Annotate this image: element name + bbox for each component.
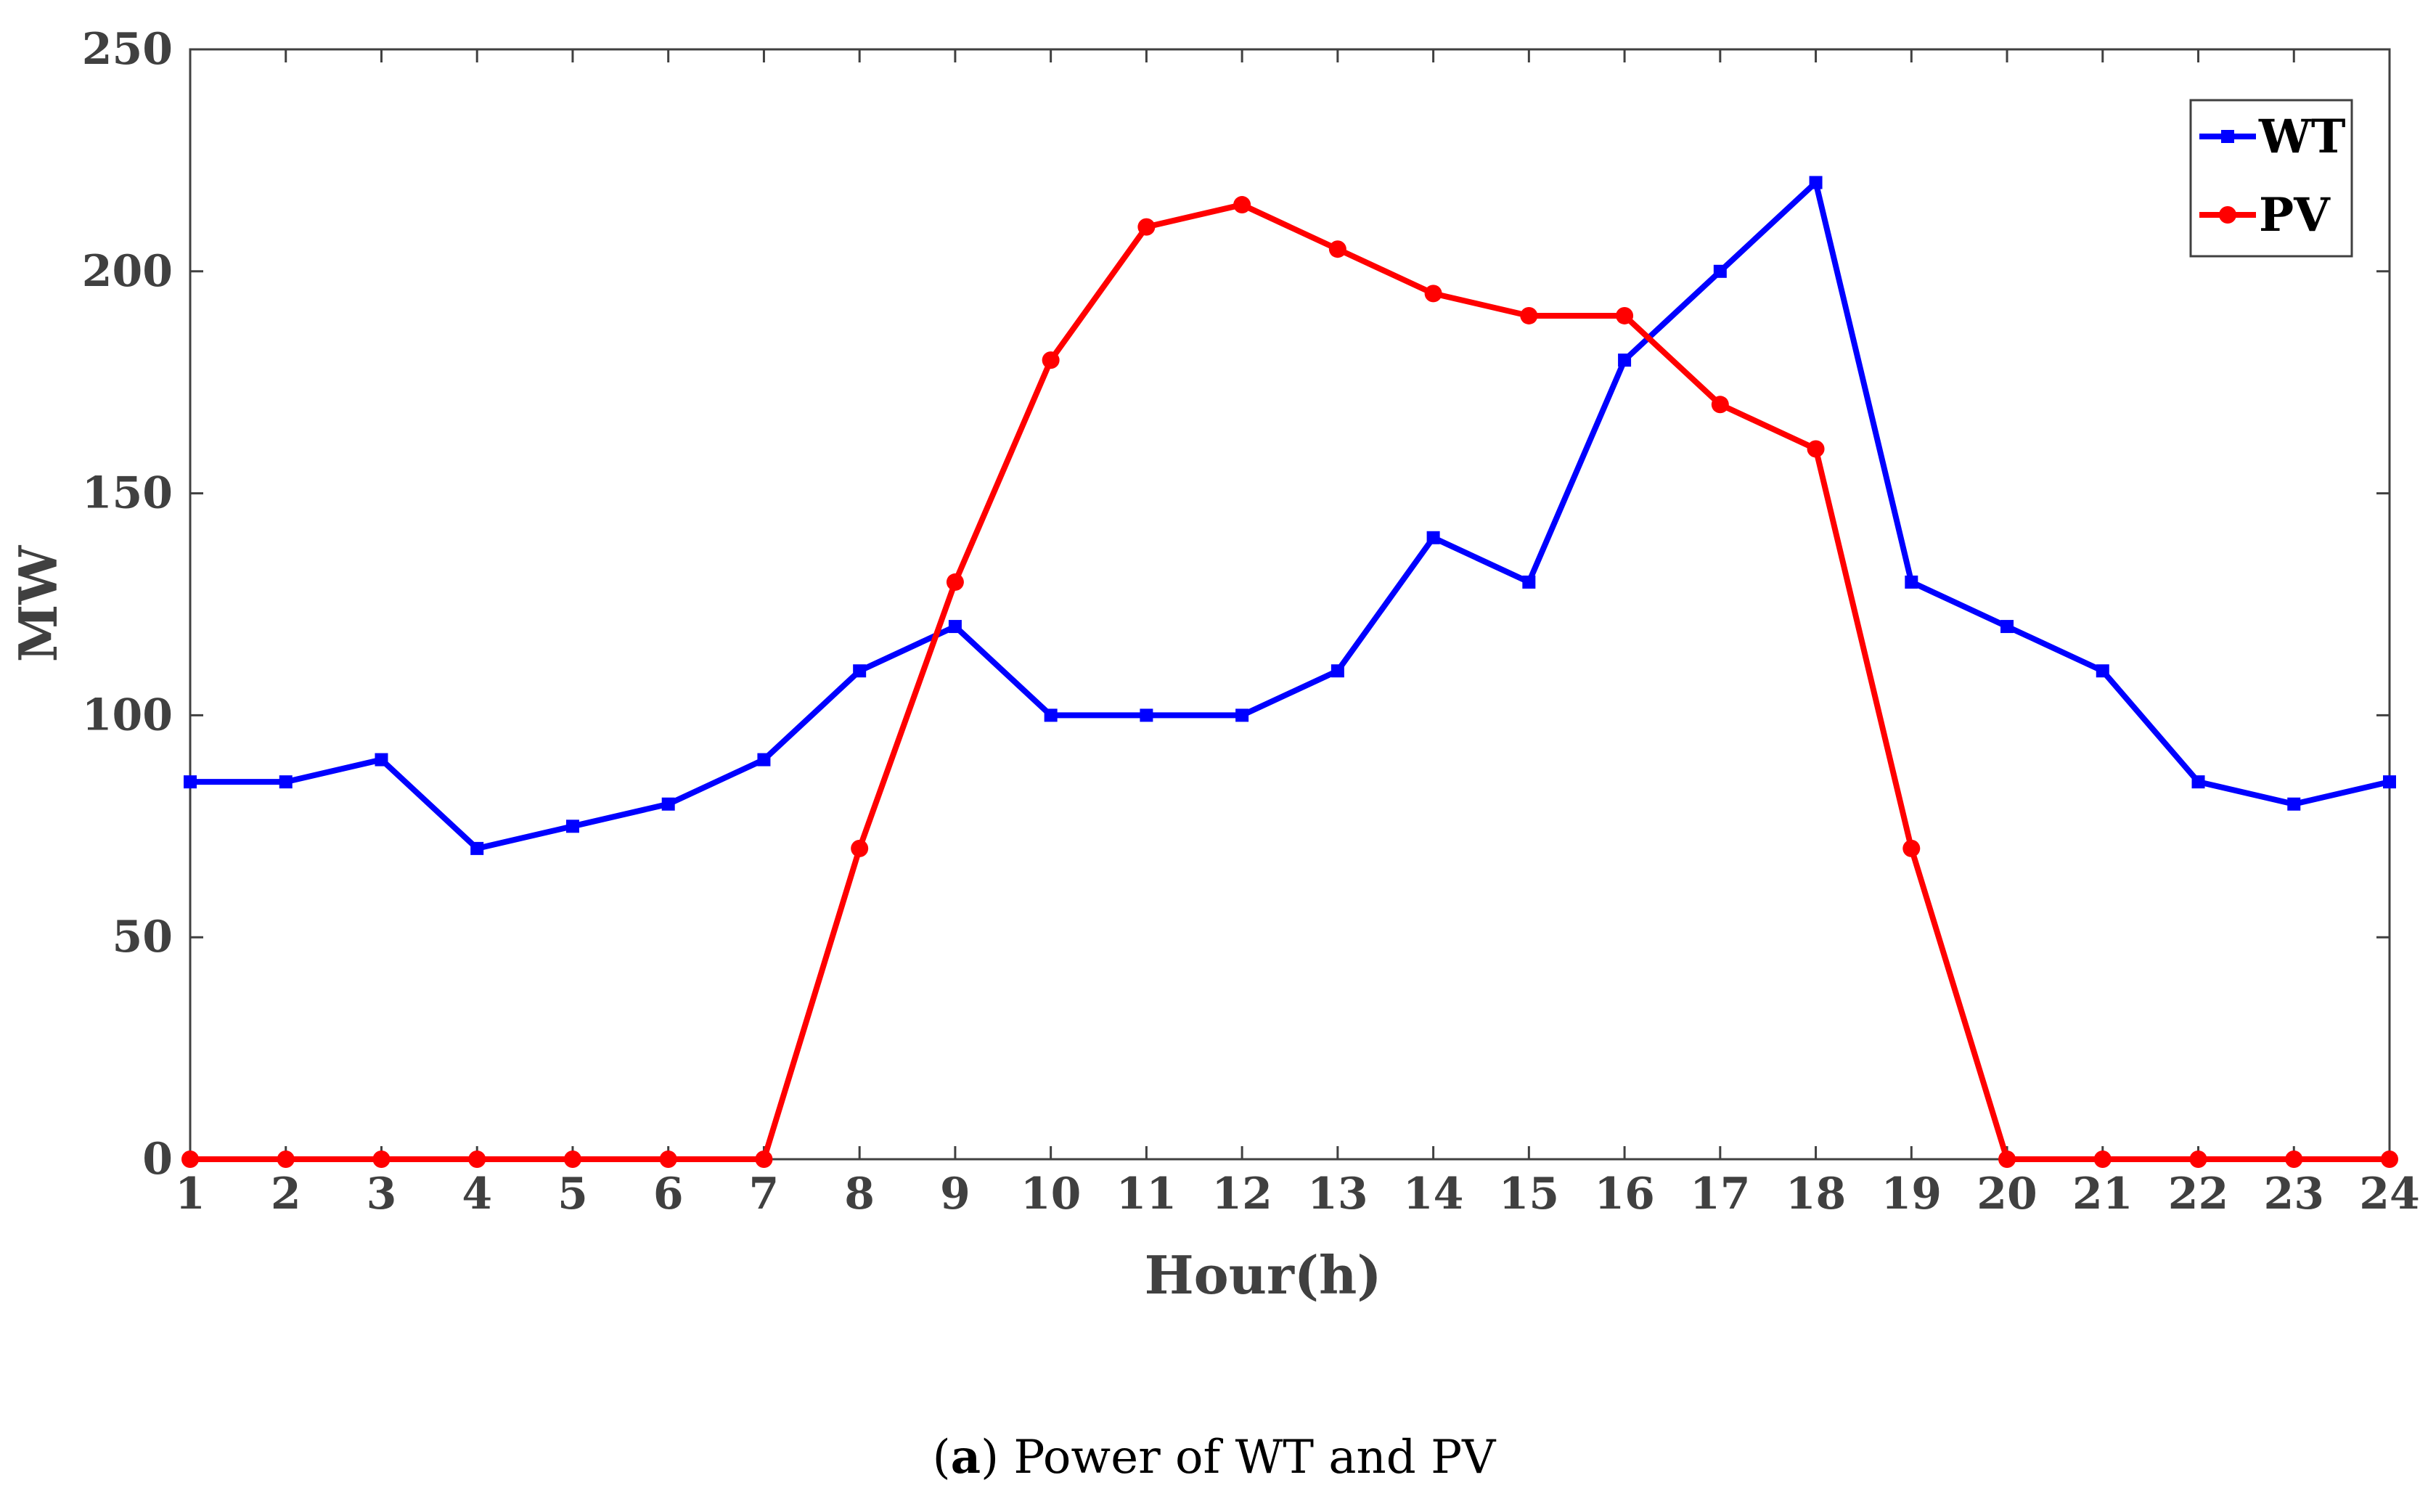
y-tick-label-200: 200 — [82, 246, 173, 297]
series-wt-point-8 — [853, 664, 867, 678]
x-tick-labels: 1 2 3 4 5 6 7 8 9 10 11 12 13 14 15 16 17 18 19 20 21 22 23 24 — [175, 1169, 2420, 1219]
series-pv-point-13 — [1328, 240, 1346, 258]
x-tick-label-20: 20 — [1977, 1169, 2037, 1219]
legend-pv-marker — [2219, 206, 2236, 224]
series-wt-point-14 — [1426, 531, 1440, 544]
x-tick-label-16: 16 — [1594, 1169, 1655, 1219]
x-tick-label-18: 18 — [1786, 1169, 1847, 1219]
series-pv-point-3 — [372, 1151, 391, 1168]
x-tick-label-14: 14 — [1403, 1169, 1464, 1219]
series-pv-point-19 — [1902, 839, 1921, 857]
x-tick-label-24: 24 — [2359, 1169, 2420, 1219]
y-axis-title: MW — [7, 545, 69, 663]
x-tick-label-23: 23 — [2264, 1169, 2325, 1219]
x-tick-label-13: 13 — [1307, 1169, 1368, 1219]
legend-wt-marker — [2221, 130, 2234, 143]
series-wt-point-7 — [757, 753, 771, 767]
series-pv-point-4 — [468, 1151, 486, 1168]
series-wt-point-15 — [1522, 575, 1536, 589]
series-wt-point-18 — [1809, 176, 1823, 189]
series-wt-point-1 — [184, 775, 197, 789]
series-wt-point-12 — [1235, 708, 1249, 722]
series-wt-point-5 — [565, 820, 579, 833]
x-tick-label-19: 19 — [1881, 1169, 1942, 1219]
series-wt-point-9 — [948, 620, 962, 634]
x-tick-label-12: 12 — [1211, 1169, 1272, 1219]
y-tick-label-50: 50 — [113, 912, 173, 963]
series-wt-point-10 — [1044, 708, 1058, 722]
y-tick-label-100: 100 — [82, 690, 173, 740]
y-tick-labels: 0 50 100 150 200 250 — [82, 24, 173, 1185]
x-tick-label-9: 9 — [940, 1169, 970, 1219]
x-tick-label-2: 2 — [271, 1169, 301, 1219]
caption-label: a — [950, 1430, 981, 1484]
series-wt-point-19 — [1905, 575, 1918, 589]
series-pv-point-1 — [181, 1151, 199, 1168]
series-pv-point-6 — [659, 1151, 677, 1168]
series-wt-line — [190, 179, 2390, 851]
x-tick-label-21: 21 — [2072, 1169, 2133, 1219]
series-pv-point-2 — [277, 1151, 295, 1168]
line-chart: 1 2 3 4 5 6 7 8 9 10 11 12 13 14 15 16 17 18 19 20 21 22 23 24 … — [7, 24, 2420, 1306]
series-pv-point-17 — [1711, 396, 1729, 414]
series-wt-point-3 — [375, 753, 388, 767]
series-pv-point-20 — [1998, 1151, 2016, 1168]
series-pv-point-16 — [1616, 306, 1634, 324]
series-pv-point-14 — [1424, 285, 1442, 303]
x-tick-label-1: 1 — [175, 1169, 205, 1219]
x-tick-label-6: 6 — [653, 1169, 684, 1219]
series-wt-point-20 — [2000, 620, 2014, 634]
y-tick-label-0: 0 — [142, 1134, 173, 1185]
figure-caption: (a) Power of WT and PV — [932, 1430, 1496, 1484]
series-wt-point-13 — [1331, 664, 1344, 678]
y-tick-label-250: 250 — [82, 24, 173, 75]
series-wt-point-11 — [1140, 708, 1153, 722]
series-wt-point-4 — [470, 841, 484, 855]
x-tick-label-4: 4 — [462, 1169, 492, 1219]
series-pv-point-10 — [1042, 351, 1060, 369]
series-wt-point-23 — [2287, 797, 2301, 811]
series-pv-line — [190, 202, 2390, 1162]
legend-wt-label: WT — [2258, 110, 2346, 164]
plot-area — [189, 48, 2391, 1161]
series-pv-point-23 — [2285, 1151, 2303, 1168]
x-tick-label-3: 3 — [367, 1169, 397, 1219]
series-wt-point-17 — [1713, 264, 1727, 278]
series-pv-point-21 — [2093, 1151, 2112, 1168]
series-pv-point-18 — [1807, 440, 1825, 458]
y-tick-label-150: 150 — [82, 468, 173, 519]
series-wt-point-21 — [2096, 664, 2109, 678]
legend-pv-label: PV — [2259, 188, 2331, 242]
legend-box — [2189, 99, 2353, 258]
x-tick-label-8: 8 — [844, 1169, 875, 1219]
x-tick-label-5: 5 — [557, 1169, 588, 1219]
x-tick-label-10: 10 — [1021, 1169, 1082, 1219]
series-pv-point-22 — [2189, 1151, 2207, 1168]
caption-text: Power of WT and PV — [1013, 1431, 1496, 1484]
series-pv-point-8 — [851, 839, 869, 857]
series-pv-point-11 — [1137, 218, 1156, 236]
series-pv-point-5 — [563, 1151, 581, 1168]
legend: WT PV — [2189, 99, 2353, 258]
series-layer — [181, 176, 2398, 1168]
series-pv-point-9 — [946, 573, 964, 591]
series-wt-point-2 — [279, 775, 293, 789]
series-wt-point-6 — [661, 797, 675, 811]
x-tick-label-11: 11 — [1116, 1169, 1177, 1219]
x-tick-label-15: 15 — [1499, 1169, 1560, 1219]
x-tick-label-22: 22 — [2168, 1169, 2229, 1219]
series-wt-point-22 — [2191, 775, 2205, 789]
series-wt-point-16 — [1618, 354, 1632, 367]
x-tick-label-17: 17 — [1690, 1169, 1751, 1219]
series-wt-point-24 — [2383, 775, 2396, 789]
x-tick-label-7: 7 — [749, 1169, 780, 1219]
x-axis-title: Hour(h) — [1145, 1244, 1382, 1306]
series-pv-point-7 — [755, 1151, 773, 1168]
series-pv-point-15 — [1520, 306, 1538, 324]
series-pv-point-12 — [1233, 196, 1251, 214]
series-pv-point-24 — [2381, 1151, 2398, 1168]
